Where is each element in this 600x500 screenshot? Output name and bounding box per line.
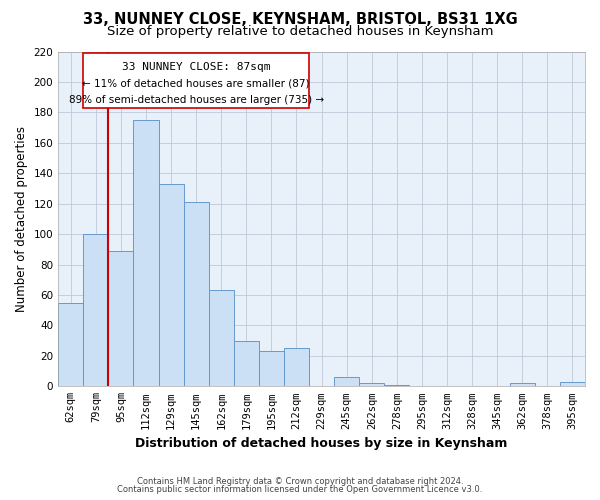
Bar bbox=[259, 352, 284, 386]
FancyBboxPatch shape bbox=[83, 53, 309, 108]
Bar bbox=[234, 340, 259, 386]
Bar bbox=[334, 377, 359, 386]
Text: Contains HM Land Registry data © Crown copyright and database right 2024.: Contains HM Land Registry data © Crown c… bbox=[137, 477, 463, 486]
Bar bbox=[158, 184, 184, 386]
X-axis label: Distribution of detached houses by size in Keynsham: Distribution of detached houses by size … bbox=[136, 437, 508, 450]
Bar bbox=[109, 251, 133, 386]
Bar bbox=[560, 382, 585, 386]
Bar bbox=[83, 234, 109, 386]
Y-axis label: Number of detached properties: Number of detached properties bbox=[15, 126, 28, 312]
Bar bbox=[184, 202, 209, 386]
Text: Contains public sector information licensed under the Open Government Licence v3: Contains public sector information licen… bbox=[118, 485, 482, 494]
Bar bbox=[209, 290, 234, 386]
Bar bbox=[133, 120, 158, 386]
Bar bbox=[58, 302, 83, 386]
Bar bbox=[284, 348, 309, 387]
Bar bbox=[510, 384, 535, 386]
Bar bbox=[385, 385, 409, 386]
Text: ← 11% of detached houses are smaller (87): ← 11% of detached houses are smaller (87… bbox=[82, 78, 310, 88]
Bar bbox=[359, 384, 385, 386]
Text: Size of property relative to detached houses in Keynsham: Size of property relative to detached ho… bbox=[107, 25, 493, 38]
Text: 33, NUNNEY CLOSE, KEYNSHAM, BRISTOL, BS31 1XG: 33, NUNNEY CLOSE, KEYNSHAM, BRISTOL, BS3… bbox=[83, 12, 517, 28]
Text: 33 NUNNEY CLOSE: 87sqm: 33 NUNNEY CLOSE: 87sqm bbox=[122, 62, 271, 72]
Text: 89% of semi-detached houses are larger (735) →: 89% of semi-detached houses are larger (… bbox=[68, 95, 324, 105]
